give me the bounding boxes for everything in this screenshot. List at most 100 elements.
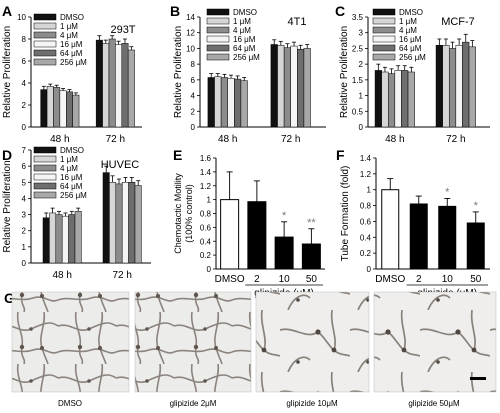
panel-c-bar <box>401 70 409 128</box>
panel-a-bar <box>66 91 73 128</box>
panel-c-legend-label: DMSO <box>399 8 423 17</box>
panel-c-y-tick-label: 0.5 <box>352 107 364 116</box>
panel-d-y-tick-label: 6 <box>22 162 27 171</box>
panel-e-y-tick-label: 1 <box>207 196 212 205</box>
panel-d-x-tick-label: 72 h <box>112 270 131 281</box>
panel-b-y-tick-label: 10 <box>186 44 195 53</box>
panel-e-significance-mark: ** <box>307 217 316 229</box>
panel-b-legend-swatch <box>206 44 230 52</box>
panel-e-y-tick-label: 1.2 <box>200 182 212 191</box>
panel-d-legend-label: 1 μM <box>60 155 78 164</box>
panel-b-legend-label: 1 μM <box>233 17 251 26</box>
panel-d-bar <box>134 185 142 264</box>
panel-b-x-tick-label: 72 h <box>281 134 300 145</box>
panel-d-bar <box>61 215 69 264</box>
panel-a-bar <box>72 94 80 128</box>
panel-f-x-tick-label: 50 <box>470 274 482 285</box>
panel-e-bar <box>247 201 267 270</box>
panel-f-x-tick-label: DMSO <box>375 274 405 285</box>
caption-dmso: DMSO <box>58 399 82 408</box>
panel-d-x-tick-label: 48 h <box>52 270 71 281</box>
panel-e-x-tick-label: 10 <box>279 274 291 285</box>
panel-e-bar <box>274 236 294 270</box>
panel-a-bar <box>46 86 54 128</box>
panel-b-bar <box>227 78 235 128</box>
panel-b-legend-swatch <box>206 26 230 34</box>
panel-b-legend-swatch <box>206 8 230 16</box>
panel-c-legend-label: 4 μM <box>399 26 417 35</box>
micrograph-dmso <box>11 291 130 393</box>
panel-d-bar <box>102 172 110 264</box>
panel-c-x-tick-label: 48 h <box>385 134 404 145</box>
panel-c-bar <box>381 71 389 128</box>
panel-f: F 0 0.2 0.4 0.6 0.8 1 1.2 1.4 Tube Formation (fol… <box>336 147 490 299</box>
panel-c-legend-swatch <box>372 53 396 61</box>
panel-d-legend-label: 4 μM <box>60 164 78 173</box>
panel-d-y-tick-label: 1 <box>22 243 27 252</box>
panel-a-legend-label: 256 μM <box>60 58 87 67</box>
panel-d-y-tick-label: 3 <box>22 211 27 220</box>
panel-f-x-tick-label: 10 <box>442 274 454 285</box>
panel-e-x-tick-label: DMSO <box>215 274 245 285</box>
panel-d-letter: D <box>2 147 12 163</box>
panel-b-y-title: Relative Proliferation <box>173 26 184 118</box>
panel-c-y-title: Relative Proliferation <box>339 26 350 118</box>
panel-b-legend-swatch <box>206 35 230 43</box>
panel-c-y-tick-label: 2 <box>359 60 364 69</box>
panel-d-legend-label: DMSO <box>60 146 84 155</box>
panel-b-y-tick-label: 12 <box>186 29 195 38</box>
panel-b-x-tick-label: 48 h <box>218 134 237 145</box>
panel-b-bar <box>277 45 285 128</box>
panel-e-bar <box>220 199 240 270</box>
panel-b-y-tick-label: 14 <box>186 13 195 22</box>
panel-b-legend-swatch <box>206 17 230 25</box>
panel-d-y-tick-label: 0 <box>22 259 27 268</box>
panel-d-legend-swatch <box>33 155 57 163</box>
panel-c-legend-swatch <box>372 26 396 34</box>
panel-b-bar <box>297 48 305 128</box>
panel-f-y-tick-label: 1 <box>367 186 372 195</box>
panel-d-bar <box>109 182 117 264</box>
panel-a-bar <box>121 43 129 128</box>
panel-b-y-tick-label: 8 <box>191 60 196 69</box>
panel-e: E 0 0.2 0.4 0.6 0.8 1 1.2 1.4 1.6 Chemotactic Moti… <box>173 147 325 299</box>
panel-d-y-tick-label: 5 <box>22 178 27 187</box>
panel-e-x-tick-label: 50 <box>306 274 318 285</box>
panel-c-legend-label: 256 μM <box>399 53 426 62</box>
panel-a-y-tick-label: 2 <box>22 101 27 110</box>
panel-e-y-tick-label: 0.2 <box>200 251 212 260</box>
panel-a-legend-label: DMSO <box>60 13 84 22</box>
panel-d-bar <box>121 182 129 264</box>
panel-d-title: HUVEC <box>101 159 140 171</box>
panel-a-title: 293T <box>110 24 135 36</box>
panel-a-legend-swatch <box>33 31 57 39</box>
caption-glipizide-10: glipizide 10μM <box>286 399 338 408</box>
panel-b-legend-label: DMSO <box>233 8 257 17</box>
panel-d-y-tick-label: 4 <box>22 194 27 203</box>
panel-b-bar <box>214 76 222 128</box>
panel-a-x-tick-label: 48 h <box>50 134 69 145</box>
panel-a-legend-swatch <box>33 58 57 66</box>
panel-f-y-tick-label: 0.8 <box>360 202 372 211</box>
panel-d-bar <box>55 214 63 264</box>
panel-c-bar <box>468 46 476 128</box>
panel-a-legend-label: 16 μM <box>60 40 83 49</box>
panel-d-bar <box>68 214 76 264</box>
panel-c-bar <box>407 71 415 128</box>
panel-a-x-tick-label: 72 h <box>106 134 125 145</box>
panel-b-bar <box>240 80 248 128</box>
panel-a-bar <box>95 39 103 128</box>
panel-d-legend-swatch <box>33 182 57 190</box>
panel-b-bar <box>234 78 242 128</box>
scale-bar <box>470 377 486 380</box>
panel-g-letter: G <box>4 290 15 306</box>
panel-a-bar <box>53 87 61 128</box>
panel-b-y-tick-label: 2 <box>191 107 196 116</box>
panel-c-title: MCF-7 <box>441 16 475 28</box>
panel-b-title: 4T1 <box>288 16 307 28</box>
panel-c-bar <box>435 45 443 128</box>
panel-d-y-title: Relative Proliferation <box>2 160 13 252</box>
panel-a-legend-label: 64 μM <box>60 49 83 58</box>
panel-d-legend-swatch <box>33 173 57 181</box>
panel-e-y-tick-label: 1.4 <box>200 168 212 177</box>
